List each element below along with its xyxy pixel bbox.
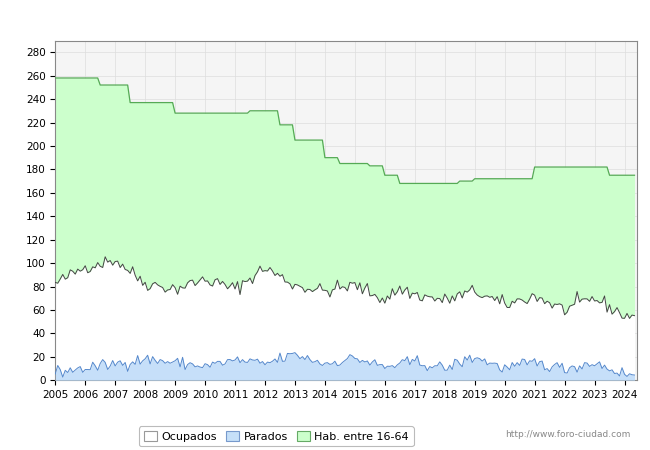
Text: http://www.foro-ciudad.com: http://www.foro-ciudad.com <box>505 430 630 439</box>
Legend: Ocupados, Parados, Hab. entre 16-64: Ocupados, Parados, Hab. entre 16-64 <box>139 427 413 446</box>
Text: Tabuenca - Evolucion de la poblacion en edad de Trabajar Mayo de 2024: Tabuenca - Evolucion de la poblacion en … <box>73 12 577 26</box>
